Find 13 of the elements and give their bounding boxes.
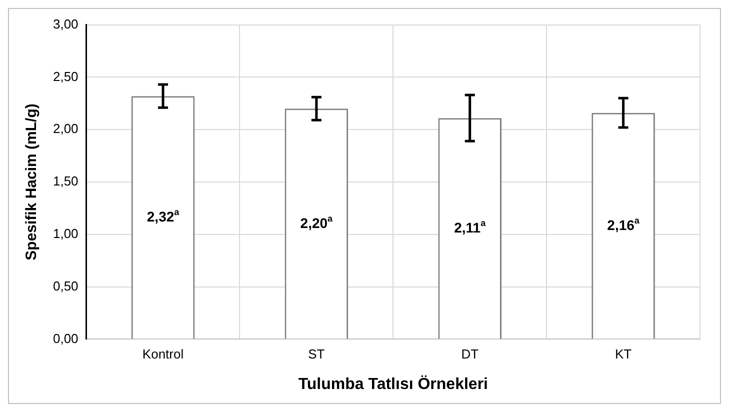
x-tick-label: Kontrol <box>142 346 184 362</box>
y-tick-label: 2,00 <box>52 121 78 136</box>
y-tick-label: 1,50 <box>52 174 78 189</box>
x-tick-label: KT <box>614 346 632 362</box>
x-axis-title: Tulumba Tatlısı Örnekleri <box>298 374 488 393</box>
x-tick-label: DT <box>461 346 479 362</box>
y-axis-title: Spesifik Hacim (mL/g) <box>23 104 40 260</box>
y-tick-label: 2,50 <box>52 68 78 84</box>
x-tick-label: ST <box>308 346 325 362</box>
y-tick-label: 0,00 <box>52 330 78 346</box>
y-tick-label: 0,50 <box>52 278 78 294</box>
y-tick-label: 1,00 <box>52 226 78 241</box>
y-tick-label: 3,00 <box>52 16 78 32</box>
